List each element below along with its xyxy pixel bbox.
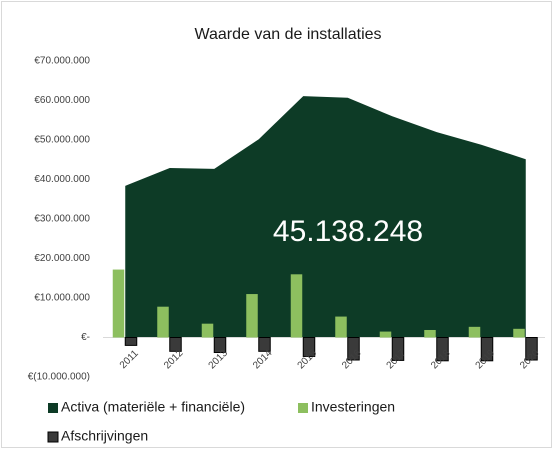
legend-swatch bbox=[48, 403, 58, 413]
bar bbox=[335, 316, 347, 338]
bar bbox=[201, 323, 214, 338]
bar bbox=[480, 337, 494, 362]
legend-label: Investeringen bbox=[311, 399, 395, 415]
bar bbox=[468, 326, 481, 338]
bar bbox=[246, 294, 258, 338]
bar bbox=[525, 337, 538, 361]
bar bbox=[124, 337, 138, 346]
y-tick-label: €60.000.000 bbox=[34, 95, 90, 106]
bar bbox=[513, 328, 525, 338]
bar bbox=[157, 306, 169, 338]
annotation: 45.138.248 bbox=[273, 215, 423, 248]
bar bbox=[169, 337, 182, 352]
bar bbox=[302, 337, 316, 357]
legend-label: Activa (materiële + financiële) bbox=[61, 399, 245, 415]
bar bbox=[391, 337, 405, 361]
legend-swatch bbox=[298, 403, 308, 413]
y-tick-label: €(10.000.000) bbox=[28, 372, 90, 383]
bar bbox=[424, 329, 436, 338]
y-tick-label: €10.000.000 bbox=[34, 293, 90, 304]
bar bbox=[379, 331, 392, 338]
bar bbox=[112, 269, 125, 338]
bar bbox=[347, 337, 360, 361]
y-tick-label: €50.000.000 bbox=[34, 135, 90, 146]
y-tick-label: €- bbox=[81, 332, 90, 343]
bar bbox=[290, 274, 303, 338]
legend-swatch bbox=[47, 431, 59, 443]
y-tick-label: €30.000.000 bbox=[34, 214, 90, 225]
legend-label: Afschrijvingen bbox=[61, 428, 148, 444]
y-tick-label: €40.000.000 bbox=[34, 174, 90, 185]
y-tick-label: €70.000.000 bbox=[34, 56, 90, 67]
chart-title: Waarde van de installaties bbox=[194, 26, 381, 43]
area bbox=[125, 96, 526, 338]
y-tick-label: €20.000.000 bbox=[34, 253, 90, 264]
bar bbox=[258, 337, 271, 352]
bar bbox=[213, 337, 227, 354]
bar bbox=[436, 337, 449, 362]
